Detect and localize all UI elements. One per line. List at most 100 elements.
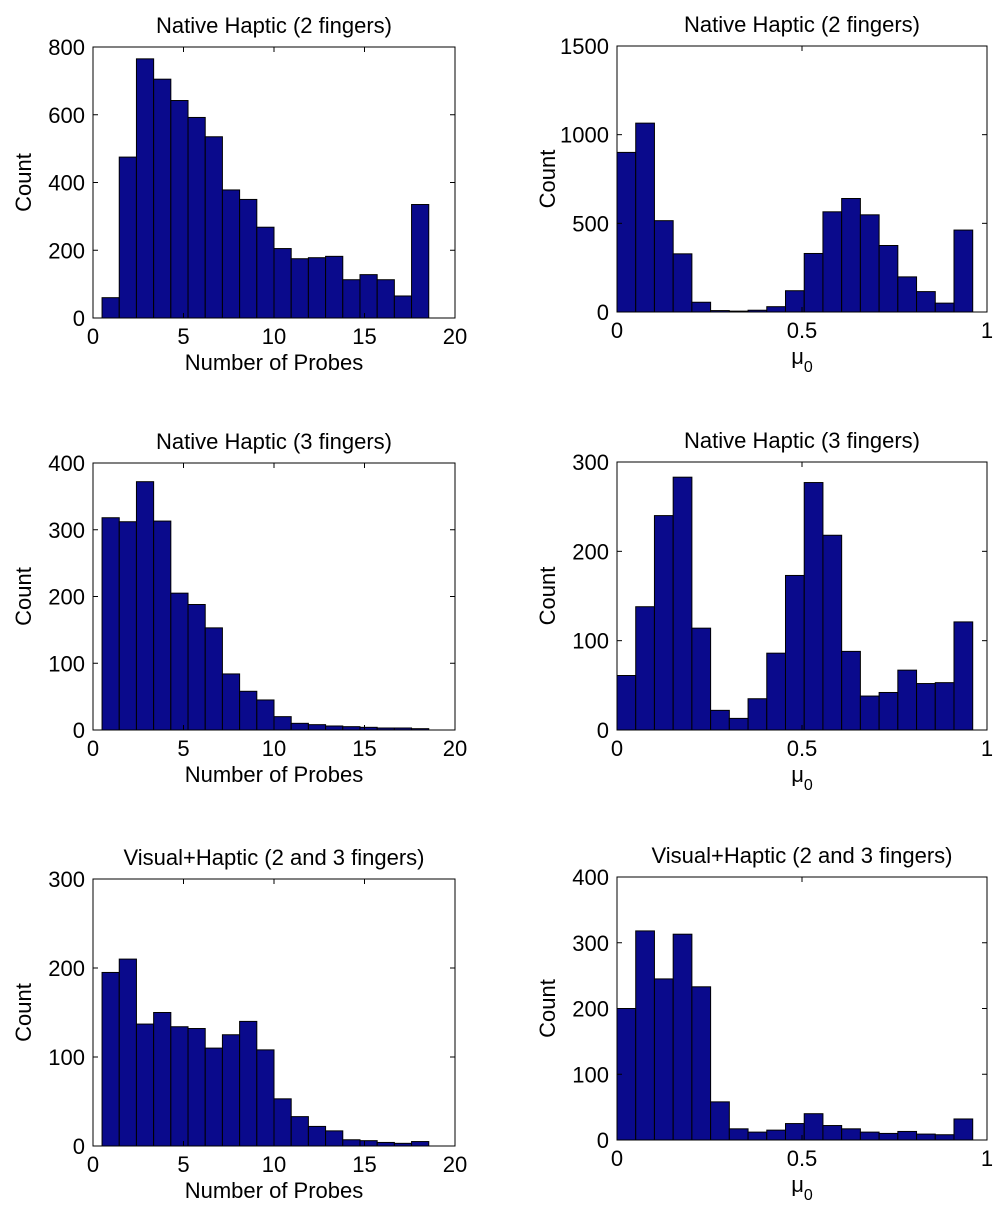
histogram-bar: [897, 669, 918, 731]
x-axis-label-main: Number of Probes: [185, 762, 364, 787]
histogram-bar: [290, 1116, 309, 1147]
histogram-bar: [841, 650, 861, 731]
y-tick-label: 500: [572, 211, 609, 236]
histogram-bar: [803, 1113, 824, 1141]
histogram-bar: [376, 279, 395, 319]
y-tick-label: 300: [572, 450, 609, 475]
histogram-bar: [307, 1125, 327, 1147]
histogram-bar: [170, 100, 189, 319]
histogram-bar: [766, 306, 786, 313]
y-tick-label: 400: [48, 171, 85, 196]
y-tick-label: 200: [48, 956, 85, 981]
histogram-bar: [672, 476, 693, 731]
histogram-bar: [101, 971, 120, 1147]
histogram-bar: [916, 683, 936, 731]
histogram-bar: [934, 682, 955, 731]
x-axis-label-main: Number of Probes: [185, 1178, 364, 1203]
histogram-bar: [290, 722, 309, 731]
histogram-bar: [118, 958, 137, 1147]
histogram-bar: [239, 198, 258, 319]
y-tick-label: 300: [48, 867, 85, 892]
x-tick-label: 0: [611, 1146, 623, 1171]
y-axis-label: Count: [535, 567, 560, 626]
x-tick-label: 0.5: [787, 1146, 818, 1171]
histogram-bar: [135, 481, 155, 731]
x-tick-label: 1: [981, 318, 993, 343]
chart-title: Native Haptic (2 fingers): [684, 12, 920, 37]
y-axis-label: Count: [11, 983, 36, 1042]
histogram-bar: [135, 58, 155, 319]
histogram-bar: [635, 606, 655, 731]
histogram-bar: [307, 724, 327, 731]
x-axis-label: Number of Probes: [185, 762, 364, 787]
histogram-bar: [859, 1131, 880, 1141]
x-tick-label: 5: [177, 1152, 189, 1177]
histogram-bar: [273, 1098, 292, 1147]
histogram-bar: [239, 690, 258, 731]
y-tick-label: 400: [48, 451, 85, 476]
histogram-bar: [766, 652, 786, 731]
histogram-bar: [204, 1047, 223, 1147]
y-tick-label: 300: [572, 931, 609, 956]
x-axis-label: Number of Probes: [185, 1178, 364, 1203]
x-axis-label: μ0: [791, 762, 813, 794]
histogram-bar: [897, 276, 918, 313]
chart-title: Native Haptic (3 fingers): [156, 429, 392, 454]
histogram-bar: [653, 515, 674, 731]
x-axis-label-subscript: 0: [804, 777, 813, 794]
histogram-bar: [393, 295, 413, 319]
histogram-bar: [221, 673, 241, 731]
histogram-bar: [325, 1130, 344, 1147]
x-tick-label: 0: [87, 736, 99, 761]
histogram-bar: [747, 698, 768, 731]
histogram-bar: [635, 122, 655, 313]
histogram-bar: [204, 627, 223, 731]
histogram-bar: [256, 226, 275, 319]
histogram-bar: [101, 297, 120, 319]
histogram-bar: [766, 1129, 786, 1141]
x-tick-label: 0: [87, 324, 99, 349]
histogram-bar: [376, 1141, 395, 1147]
histogram-bar: [153, 520, 172, 731]
histogram-bar: [273, 248, 292, 319]
y-tick-label: 0: [73, 1134, 85, 1159]
histogram-bar: [859, 214, 880, 313]
histogram-bar: [411, 1141, 430, 1147]
y-axis-label: Count: [535, 150, 560, 209]
y-tick-label: 200: [572, 997, 609, 1022]
histogram-bar: [359, 274, 378, 319]
y-axis-label: Count: [535, 979, 560, 1038]
histogram-panel-4: 0 0.5 1 0 100 200 300 Native Haptic (3 fingers)…: [535, 428, 993, 794]
histogram-bar: [635, 930, 655, 1141]
histogram-bar: [221, 189, 241, 319]
histogram-bar: [187, 116, 206, 319]
y-tick-label: 800: [48, 35, 85, 60]
x-tick-label: 0.5: [787, 736, 818, 761]
x-tick-label: 0: [611, 318, 623, 343]
histogram-bar: [803, 482, 824, 731]
y-tick-label: 0: [73, 306, 85, 331]
histogram-bar: [239, 1020, 258, 1147]
histogram-bar: [878, 245, 899, 313]
y-tick-label: 200: [48, 238, 85, 263]
histogram-bar: [118, 156, 137, 319]
histogram-bar: [784, 574, 805, 731]
histogram-bar: [653, 978, 674, 1141]
histogram-bar: [170, 1026, 189, 1147]
histogram-bar: [153, 78, 172, 319]
x-tick-label: 0.5: [787, 318, 818, 343]
chart-title: Native Haptic (2 fingers): [156, 13, 392, 38]
histogram-bar: [822, 211, 843, 313]
y-tick-label: 100: [572, 1062, 609, 1087]
x-axis-label-subscript: 0: [804, 359, 813, 376]
histogram-bar: [728, 1128, 749, 1141]
histogram-bar: [784, 290, 805, 313]
histogram-bar: [616, 151, 637, 313]
x-tick-label: 1: [981, 1146, 993, 1171]
x-axis-label: Number of Probes: [185, 350, 364, 375]
histogram-bar: [934, 1134, 955, 1141]
histogram-bar: [101, 517, 120, 731]
y-tick-label: 600: [48, 103, 85, 128]
histogram-bar: [878, 1132, 899, 1141]
